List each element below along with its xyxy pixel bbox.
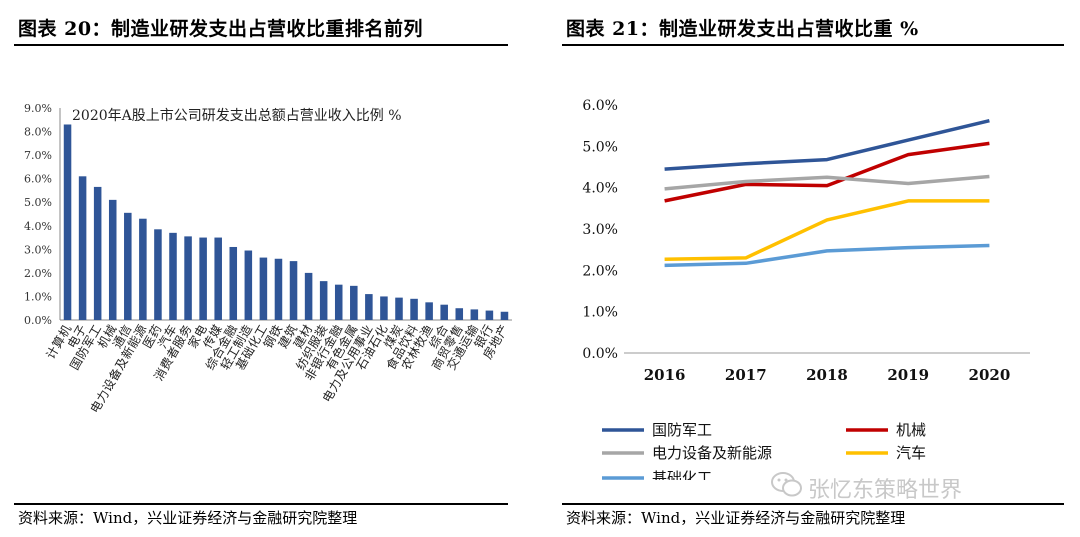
bar-银行: [485, 310, 494, 320]
line-x-tick-label: 2018: [806, 366, 848, 384]
bar-y-tick-label: 9.0%: [24, 102, 52, 115]
bar-传媒: [214, 237, 222, 320]
bar-y-tick-label: 5.0%: [24, 196, 52, 209]
line-y-tick-label: 1.0%: [582, 305, 618, 321]
legend-label: 电力设备及新能源: [652, 444, 772, 462]
line-x-tick-label: 2016: [644, 366, 686, 384]
line-y-tick-label: 2.0%: [582, 263, 618, 279]
bar-商贸零售: [455, 308, 464, 320]
legend-label: 机械: [896, 421, 926, 439]
bar-综合金融: [229, 246, 238, 320]
line-series-基础化工: [664, 243, 990, 268]
bar-医药: [154, 229, 162, 320]
bar-计算机: [63, 124, 72, 320]
watermark-text: 张忆东策略世界: [808, 478, 963, 503]
line-series-国防军工: [664, 118, 990, 171]
line-y-tick-label: 4.0%: [582, 181, 618, 197]
bar-综合: [440, 304, 448, 320]
line-y-tick-label: 0.0%: [582, 346, 618, 362]
top-rule-left: [14, 44, 508, 46]
bar-x-tick-label: 电力设备及新能源: [87, 322, 150, 416]
source-note-right: 资料来源：Wind，兴业证券经济与金融研究院整理: [566, 509, 906, 527]
bar-y-tick-label: 4.0%: [24, 220, 52, 233]
bar-电力设备及新能源: [139, 218, 147, 320]
bar-建筑: [289, 261, 298, 320]
bar-chart-title: 2020年A股上市公司研发支出总额占营业收入比例 %: [72, 107, 402, 124]
bar-基础化工: [259, 257, 268, 320]
bar-建材: [304, 272, 313, 320]
line-y-tick-label: 5.0%: [582, 139, 618, 155]
line-series-机械: [664, 141, 990, 203]
bottom-rule-right: [562, 503, 1064, 505]
line-chart: 0.0% 1.0% 2.0% 3.0% 4.0% 5.0% 6.0% 2016 2017 2018…: [582, 98, 1030, 480]
line-series-汽车: [664, 199, 990, 261]
bar-x-tick-label: 农林牧渔: [399, 323, 436, 373]
line-x-tick-label: 2020: [969, 366, 1011, 384]
bar-农林牧渔: [425, 302, 433, 320]
bar-钢铁: [274, 258, 283, 320]
bar-石油石化: [380, 296, 388, 320]
bar-y-tick-label: 7.0%: [24, 149, 52, 162]
bottom-rule-left: [14, 503, 508, 505]
right-chart-title: 图表 21：制造业研发支出占营收比重 %: [566, 18, 919, 40]
bar-家电: [199, 237, 207, 320]
line-series-电力设备及新能源: [664, 174, 990, 191]
left-chart-title: 图表 20：制造业研发支出占营收比重排名前列: [18, 18, 424, 40]
bar-x-tick-label: 交通运输: [443, 322, 481, 372]
bar-轻工制造: [244, 250, 253, 320]
bar-y-tick-label: 3.0%: [24, 243, 52, 256]
bar-国防军工: [93, 186, 102, 320]
bar-机械: [108, 199, 117, 320]
bar-x-tick-label: 消费者服务: [151, 322, 195, 383]
line-x-tick-label: 2017: [725, 366, 767, 384]
bar-x-tick-label: 综合金融: [202, 322, 240, 372]
wechat-icon: [771, 472, 802, 497]
bar-交通运输: [470, 309, 479, 320]
bar-有色金属: [350, 285, 358, 320]
bar-食品饮料: [410, 298, 418, 320]
bar-x-tick-label: 电力及公用事业: [320, 323, 376, 405]
bar-通信: [124, 212, 132, 320]
source-note-left: 资料来源：Wind，兴业证券经济与金融研究院整理: [18, 509, 358, 527]
bar-汽车: [169, 232, 177, 320]
bar-房地产: [500, 311, 509, 320]
bar-纺织服装: [319, 281, 328, 320]
bar-煤炭: [395, 297, 403, 320]
bar-x-tick-label: 煤炭: [381, 323, 405, 351]
bar-y-tick-label: 1.0%: [24, 290, 52, 303]
legend-label: 国防军工: [652, 421, 712, 439]
legend-label: 基础化工: [652, 469, 712, 480]
bar-电力及公用事业: [365, 294, 373, 320]
line-y-tick-label: 6.0%: [582, 98, 618, 114]
bar-x-tick-label: 房地产: [480, 322, 511, 362]
bar-x-tick-label: 石油石化: [354, 323, 391, 373]
bar-y-tick-label: 6.0%: [24, 173, 52, 186]
line-y-tick-label: 3.0%: [582, 222, 618, 238]
bar-y-tick-label: 2.0%: [24, 267, 52, 280]
bar-电子: [78, 176, 87, 320]
top-rule-right: [562, 44, 1064, 46]
bar-chart: 0.0% 1.0% 2.0% 3.0% 4.0% 5.0% 6.0% 7.0% 8.0% 9.0%…: [24, 102, 512, 416]
bar-消费者服务: [184, 236, 192, 320]
bar-非银行金融: [334, 284, 343, 320]
legend-label: 汽车: [896, 444, 926, 462]
bar-y-tick-label: 8.0%: [24, 126, 52, 139]
bar-y-tick-label: 0.0%: [24, 314, 52, 327]
line-x-tick-label: 2019: [887, 366, 929, 384]
